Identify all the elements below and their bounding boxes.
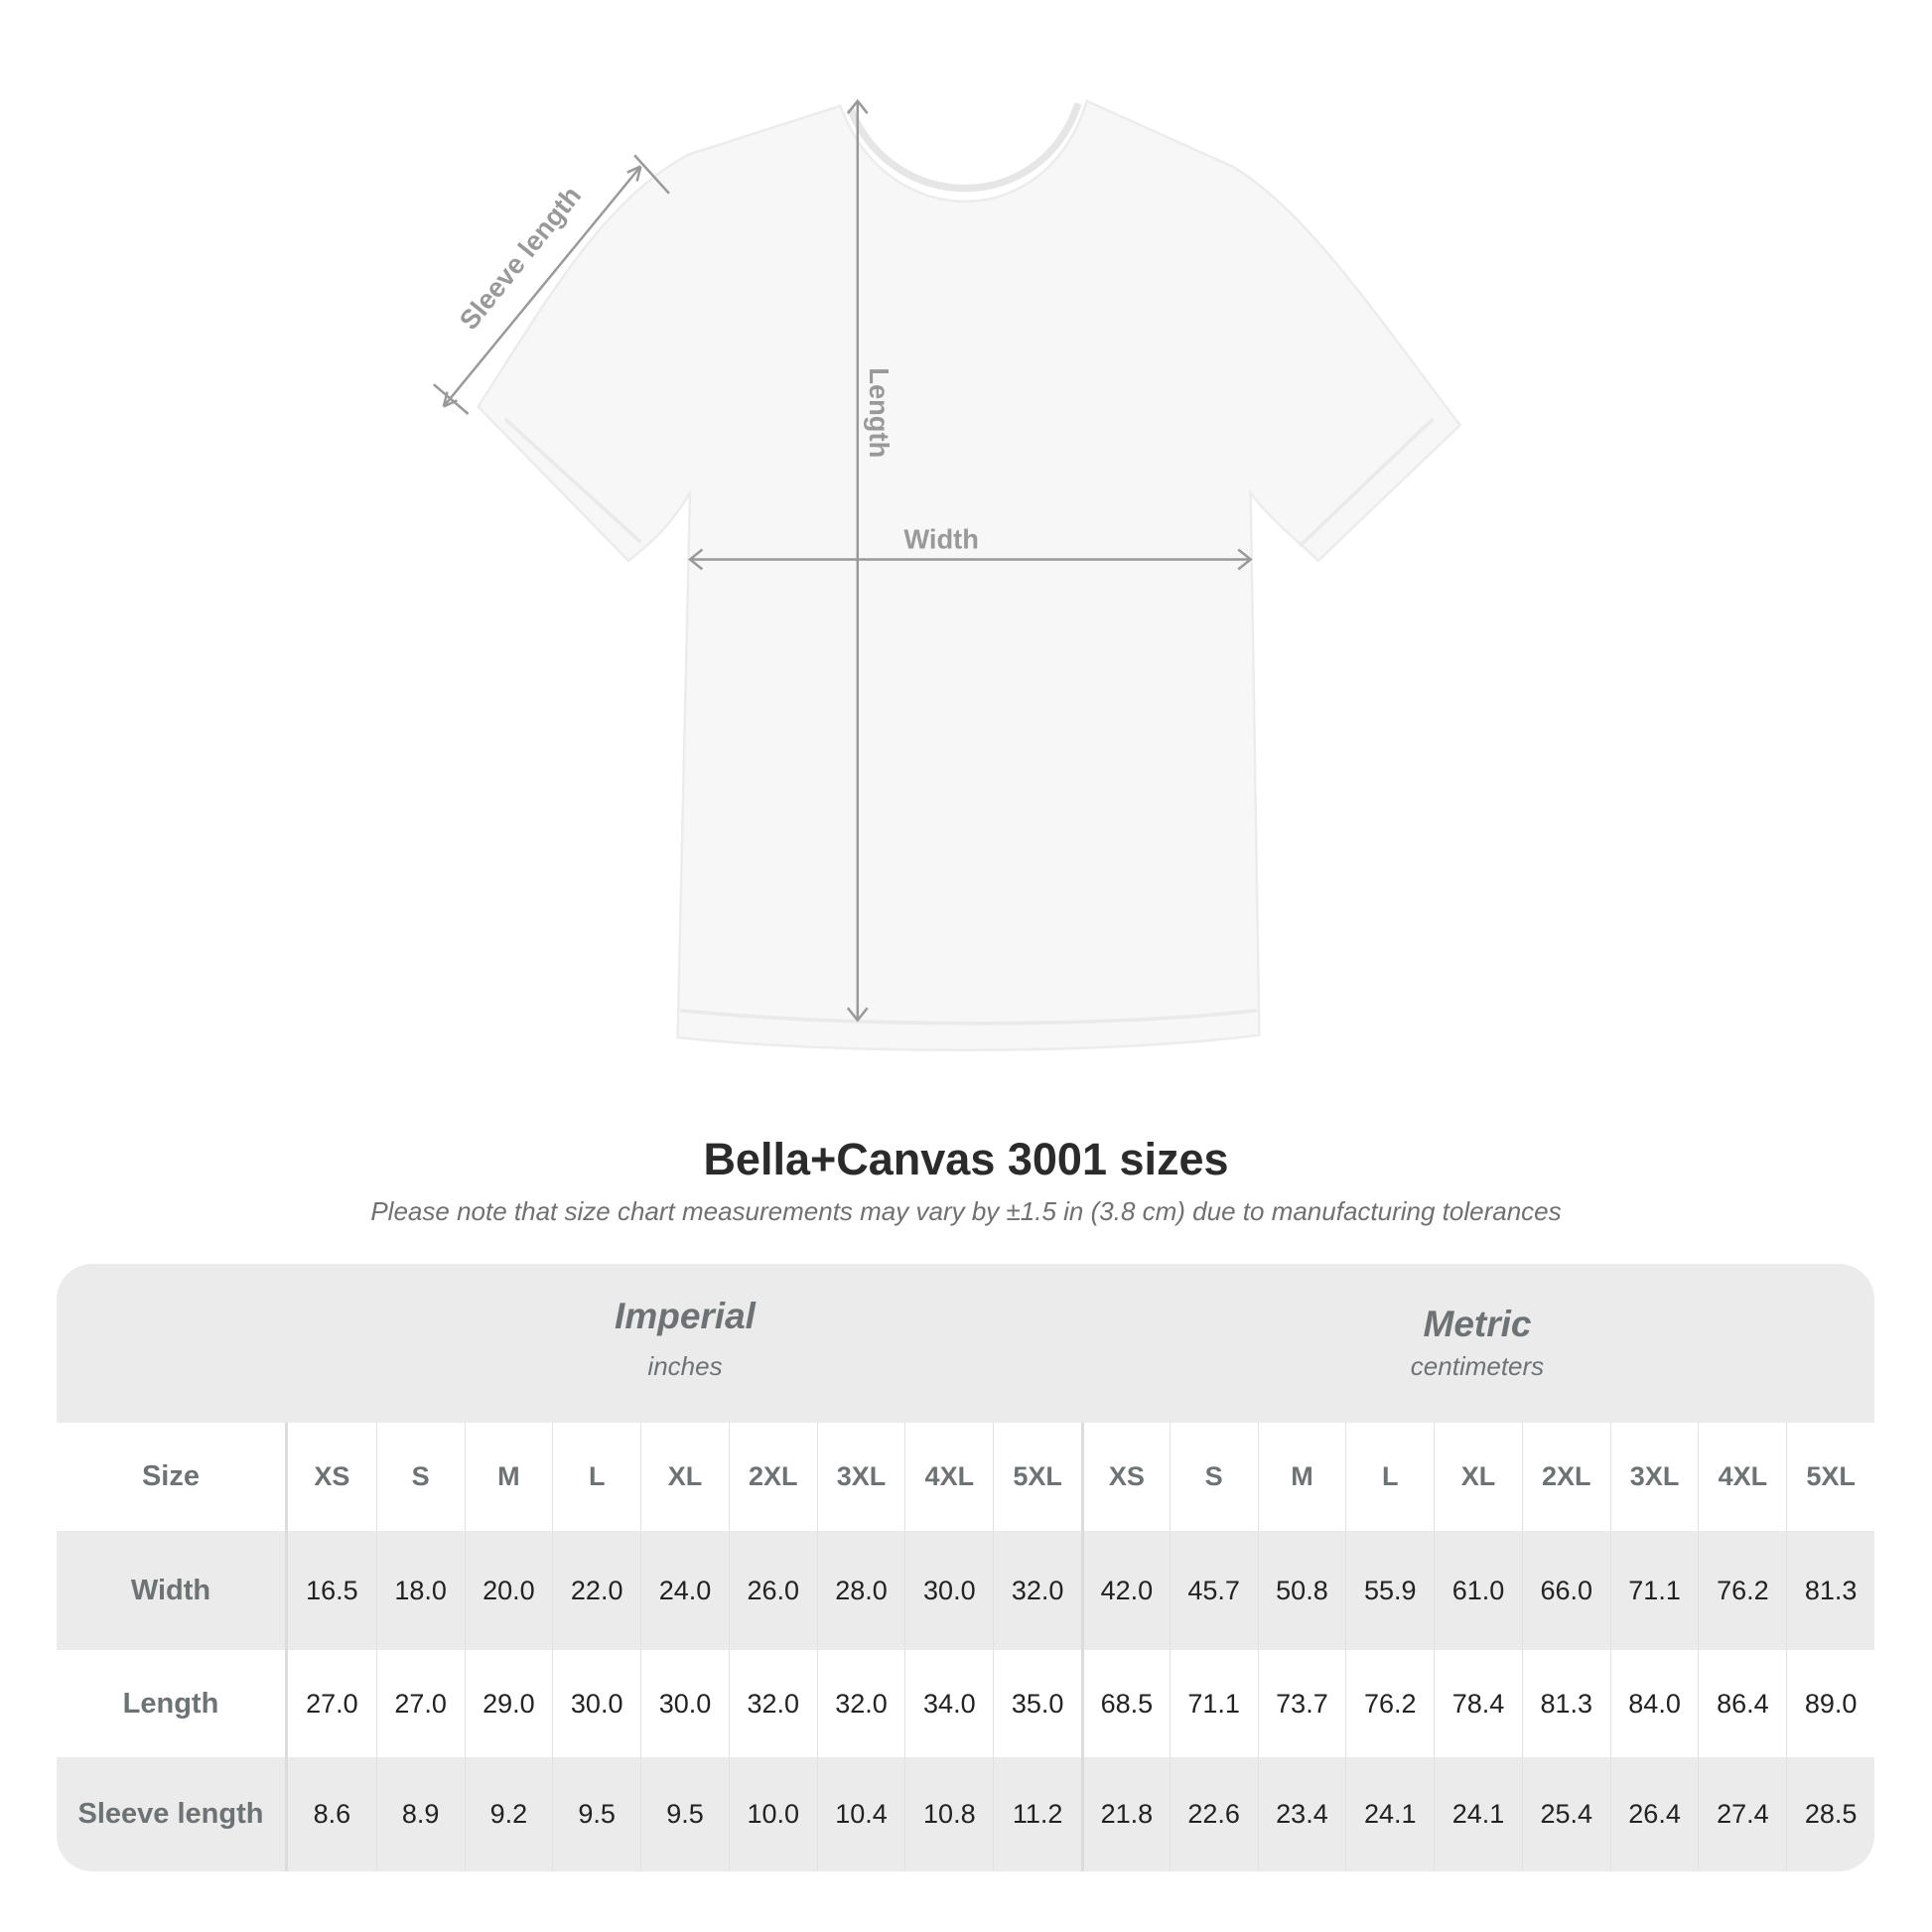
value-cell: 81.3 [1786,1531,1874,1650]
size-header-cell: 2XL [728,1423,817,1531]
value-cell: 55.9 [1345,1531,1434,1650]
value-cell: 71.1 [1609,1531,1699,1650]
tshirt-image [476,99,1462,1051]
value-cell: 20.0 [464,1531,553,1650]
value-cell: 84.0 [1609,1650,1699,1757]
value-cell: 89.0 [1786,1650,1874,1757]
size-header-cell: L [552,1423,640,1531]
value-cell: 86.4 [1698,1650,1786,1757]
page-title: Bella+Canvas 3001 sizes [703,1134,1229,1184]
value-cell: 16.5 [306,1575,358,1605]
value-cell: 81.3 [1521,1650,1610,1757]
size-header-cell: S [375,1423,465,1531]
size-header-cell: XS [1080,1423,1170,1531]
row-label: Size [57,1423,288,1531]
value-cell: 10.0 [728,1757,817,1871]
value-cell: 28.0 [816,1531,905,1650]
value-cell: 76.2 [1698,1531,1786,1650]
length-label: Length [864,367,895,458]
size-header-cell: 3XL [1609,1423,1699,1531]
tolerance-note: Please note that size chart measurements… [370,1196,1562,1226]
value-cell: 24.1 [1345,1757,1434,1871]
value-cell: 24.0 [640,1531,729,1650]
value-cell: 9.5 [552,1757,640,1871]
size-header-cell: 5XL [1786,1423,1874,1531]
value-cell: 45.7 [1169,1531,1258,1650]
value-cell: 10.8 [904,1757,993,1871]
value-cell: 26.4 [1609,1757,1699,1871]
value-cell: 25.4 [1521,1757,1610,1871]
value-cell: 27.4 [1698,1757,1786,1871]
imperial-heading: Imperial [615,1296,756,1336]
size-header-cell: 4XL [1698,1423,1786,1531]
size-header-cell: M [464,1423,553,1531]
imperial-unit: inches [647,1351,723,1381]
value-cell: 32.0 [816,1650,905,1757]
value-cell: 9.5 [640,1757,729,1871]
table-row: Width 16.5 18.0 20.0 22.0 24.0 26.0 28.0 30.0 32.… [57,1531,1874,1650]
size-header-cell: L [1345,1423,1434,1531]
value-cell: 30.0 [552,1650,640,1757]
size-header-cell: S [1169,1423,1258,1531]
value-cell: 26.0 [728,1531,817,1650]
size-table: Imperial inches Metric centimeters Size X… [57,1264,1874,1871]
row-label: Length [57,1650,288,1757]
value-cell: 32.0 [728,1650,817,1757]
value-cell: 61.0 [1434,1531,1522,1650]
value-cell: 78.4 [1434,1650,1522,1757]
value-cell: 21.8 [1080,1757,1170,1871]
table-header: Imperial inches Metric centimeters [57,1264,1874,1423]
size-header-cell: 5XL [993,1423,1081,1531]
width-label: Width [903,523,979,554]
row-label: Width [57,1531,288,1650]
sleeve-measure-line [442,165,642,408]
value-cell: 9.2 [464,1757,553,1871]
value-cell: 42.0 [1080,1531,1170,1650]
value-cell: 10.4 [816,1757,905,1871]
table-row: Length 27.0 27.0 29.0 30.0 30.0 32.0 32.0 34.0 35… [57,1650,1874,1757]
table-row: Sleeve length 8.6 8.9 9.2 9.5 9.5 10.0 10.4 10.8… [57,1757,1874,1871]
size-header-cell: 3XL [816,1423,905,1531]
value-cell: 28.5 [1786,1757,1874,1871]
value-cell: 68.5 [1080,1650,1170,1757]
metric-unit: centimeters [1410,1351,1545,1381]
row-label: Sleeve length [57,1757,288,1871]
value-cell: 76.2 [1345,1650,1434,1757]
size-header-cell: XL [640,1423,729,1531]
value-cell: 29.0 [464,1650,553,1757]
value-cell: 30.0 [640,1650,729,1757]
metric-group: Metric centimeters [1080,1304,1874,1382]
value-cell: 71.1 [1169,1650,1258,1757]
value-cell: 34.0 [904,1650,993,1757]
size-header-cell: 4XL [904,1423,993,1531]
value-cell: 27.0 [306,1688,358,1719]
size-header-cell: XL [1434,1423,1522,1531]
value-cell: 50.8 [1257,1531,1346,1650]
value-cell: 8.9 [375,1757,465,1871]
value-cell: 35.0 [993,1650,1081,1757]
size-header-cell: 2XL [1521,1423,1610,1531]
size-header-row: Size XS S M L XL 2XL 3XL 4XL 5XL XS S M L XL 2XL 3XL 4XL 5… [57,1423,1874,1531]
value-cell: 23.4 [1257,1757,1346,1871]
value-cell: 66.0 [1521,1531,1610,1650]
imperial-group: Imperial inches [288,1296,1082,1382]
value-cell: 24.1 [1434,1757,1522,1871]
value-cell: 8.6 [313,1799,351,1829]
size-header-cell: M [1257,1423,1346,1531]
value-cell: 18.0 [375,1531,465,1650]
value-cell: 73.7 [1257,1650,1346,1757]
value-cell: 22.6 [1169,1757,1258,1871]
size-header-cell: XS [314,1461,350,1491]
value-cell: 32.0 [993,1531,1081,1650]
value-cell: 22.0 [552,1531,640,1650]
value-cell: 30.0 [904,1531,993,1650]
value-cell: 11.2 [993,1757,1081,1871]
value-cell: 27.0 [375,1650,465,1757]
metric-heading: Metric [1423,1304,1532,1344]
